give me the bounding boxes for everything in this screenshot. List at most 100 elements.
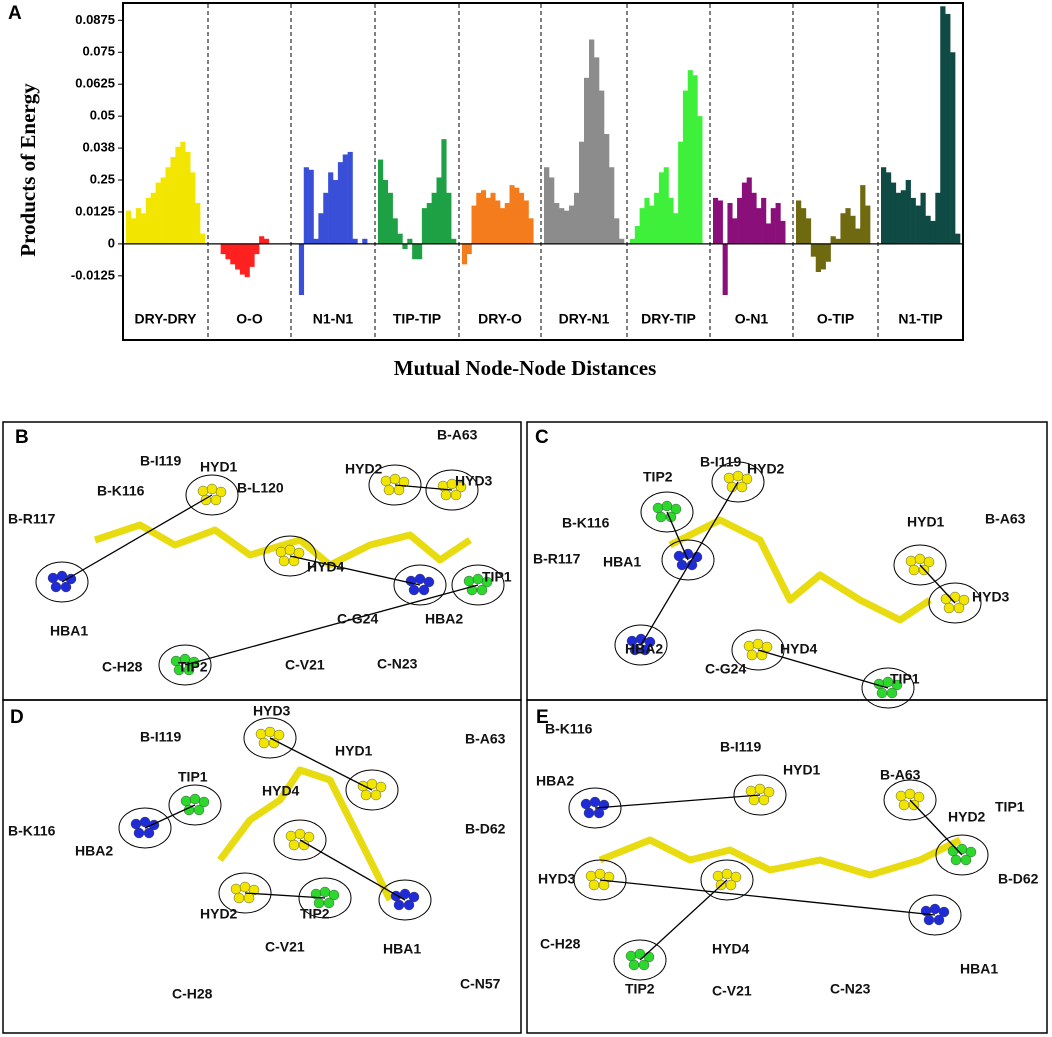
bar [126, 210, 132, 244]
atom [580, 798, 592, 810]
bar [160, 177, 166, 244]
atom [940, 593, 952, 605]
bar [639, 208, 645, 244]
residue-label: B-K116 [8, 823, 56, 839]
atom [288, 555, 300, 567]
bar [337, 162, 344, 244]
residue-label: B-A63 [880, 767, 921, 783]
distance-line [244, 892, 326, 899]
atom [639, 644, 651, 656]
bar [678, 141, 684, 244]
bar [200, 233, 206, 244]
residue-label: C-G24 [705, 661, 746, 677]
bar [347, 151, 353, 244]
bar [412, 243, 418, 260]
atom [754, 783, 766, 795]
atom [956, 843, 968, 855]
bar [574, 192, 580, 244]
bar [352, 238, 358, 244]
atom [638, 959, 650, 971]
residue-label: HYD3 [253, 703, 291, 719]
residue-label: TIP1 [482, 569, 512, 585]
atom [583, 807, 595, 819]
atom [450, 489, 462, 501]
feature-ellipse [185, 474, 239, 516]
feature-ellipse [614, 624, 668, 666]
atom [891, 679, 903, 691]
atom [736, 481, 748, 493]
bar [692, 75, 698, 244]
atom [210, 494, 222, 506]
distance-line [394, 484, 453, 491]
bar [431, 192, 437, 244]
atom [180, 795, 192, 807]
atom [398, 476, 410, 488]
atom [929, 903, 941, 915]
bar [737, 197, 743, 244]
feature-ellipse [243, 717, 297, 759]
bar [462, 243, 468, 265]
distance-line [909, 799, 963, 856]
y-tick-label: 0.05 [90, 108, 115, 123]
distance-line [599, 879, 936, 916]
distance-line [757, 649, 889, 689]
residue-label: HBA2 [625, 641, 663, 657]
atom [958, 594, 970, 606]
residue-label: HYD1 [783, 762, 821, 778]
plot-frame [122, 2, 964, 341]
bar [935, 192, 941, 244]
residue-label: C-N57 [460, 976, 501, 992]
bar [175, 146, 181, 244]
atom [133, 827, 145, 839]
feature-ellipse [928, 582, 982, 624]
bar [145, 197, 151, 244]
bar [756, 208, 762, 244]
atom [319, 886, 331, 898]
bar [687, 70, 693, 244]
atom [748, 794, 760, 806]
bar [500, 208, 506, 244]
atom [652, 502, 664, 514]
residue-label: C-V21 [285, 657, 325, 673]
bar [579, 141, 585, 244]
bar [195, 203, 201, 244]
atom [949, 591, 961, 603]
bar [682, 90, 689, 244]
bar [915, 205, 921, 244]
bar [658, 172, 664, 244]
bar [925, 215, 931, 244]
atom [725, 879, 737, 891]
atom [933, 914, 945, 926]
bar [190, 172, 196, 244]
residue-label: C-N23 [377, 656, 418, 672]
atom [380, 475, 392, 487]
atom [585, 870, 597, 882]
atom [273, 729, 285, 741]
residue-label: TIP1 [178, 769, 208, 785]
bar [945, 13, 951, 244]
residue-label: B-A63 [465, 731, 506, 747]
atom [197, 485, 209, 497]
residue-label: TIP2 [300, 906, 330, 922]
atom [463, 575, 475, 587]
bar [155, 182, 161, 244]
bar [466, 243, 472, 255]
y-axis-label: Products of Energy [16, 83, 40, 257]
atom [370, 789, 382, 801]
bar [225, 243, 231, 260]
bar [220, 243, 226, 255]
bar [825, 243, 831, 262]
bar [318, 213, 324, 244]
distance-line [299, 839, 406, 901]
bar [910, 197, 916, 244]
atom [965, 846, 977, 858]
bar [850, 215, 856, 244]
distance-line [184, 584, 479, 666]
panel-frame [526, 699, 1048, 1034]
bar [564, 210, 570, 244]
residue-label: B-K116 [545, 721, 593, 737]
y-tick-label: 0.0625 [75, 76, 115, 91]
residue-label: HYD4 [262, 783, 300, 799]
atom [389, 473, 401, 485]
